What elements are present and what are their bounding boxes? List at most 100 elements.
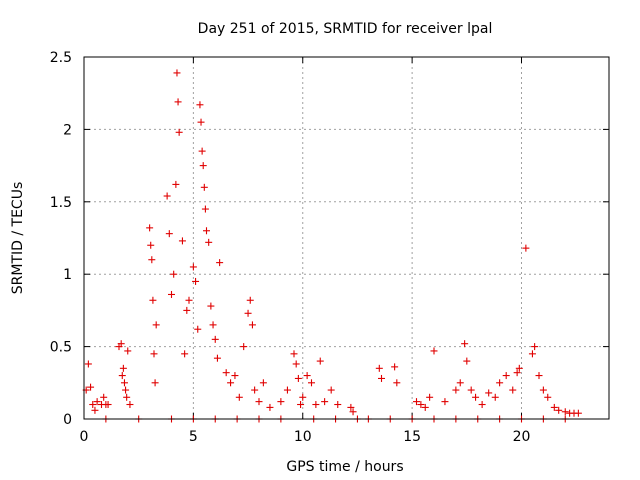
data-point: [561, 408, 569, 416]
data-point: [531, 343, 539, 351]
data-point: [555, 406, 563, 414]
data-point: [472, 393, 480, 401]
data-point: [441, 398, 449, 406]
data-point: [211, 335, 219, 343]
data-point: [391, 363, 399, 371]
data-point: [150, 350, 158, 358]
data-point: [485, 389, 493, 397]
data-point: [173, 69, 181, 77]
data-point: [87, 383, 95, 391]
data-point: [148, 256, 156, 264]
data-point: [149, 296, 157, 304]
data-point: [294, 374, 302, 382]
data-point: [222, 369, 230, 377]
data-point: [100, 393, 108, 401]
y-tick-label: 0.5: [50, 340, 72, 356]
x-tick-label: 15: [403, 429, 421, 445]
data-point: [413, 398, 420, 406]
data-point: [452, 386, 460, 394]
plot-frame: [83, 56, 610, 420]
data-point: [496, 379, 504, 387]
data-point: [147, 241, 155, 249]
x-tick-label: 0: [80, 429, 89, 445]
x-tick-label: 5: [189, 429, 198, 445]
data-point: [277, 398, 285, 406]
data-point: [550, 403, 558, 411]
data-point: [463, 357, 471, 365]
data-point: [375, 364, 383, 372]
data-point: [246, 296, 254, 304]
data-point: [426, 393, 434, 401]
data-point: [347, 403, 355, 411]
data-point: [189, 263, 197, 271]
data-point: [196, 101, 204, 109]
data-point: [393, 379, 401, 387]
y-axis-label: SRMTID / TECUs: [10, 182, 26, 295]
x-tick-label: 20: [513, 429, 531, 445]
x-tick-label: 10: [294, 429, 312, 445]
data-point: [259, 379, 267, 387]
chart-title: Day 251 of 2015, SRMTID for receiver lpa…: [198, 21, 493, 37]
data-point: [539, 386, 547, 394]
data-point: [165, 230, 173, 238]
data-point: [522, 244, 530, 252]
data-point: [181, 350, 189, 358]
data-point: [201, 205, 209, 213]
data-point: [192, 277, 200, 285]
data-point: [203, 227, 210, 235]
data-point: [198, 147, 206, 155]
data-point: [209, 321, 217, 329]
data-point: [91, 406, 99, 414]
data-point: [183, 306, 191, 314]
data-point: [152, 321, 160, 329]
data-point: [430, 347, 438, 355]
data-point: [197, 118, 205, 126]
data-point: [231, 372, 239, 380]
data-point: [151, 379, 159, 387]
grid-layer: [84, 57, 609, 419]
data-point: [126, 401, 134, 409]
data-point: [513, 369, 521, 377]
y-tick-label: 1.5: [50, 195, 72, 211]
y-tick-label: 1: [63, 267, 72, 283]
data-point: [327, 386, 335, 394]
data-point: [509, 386, 517, 394]
data-point: [461, 340, 469, 348]
data-point: [205, 238, 213, 246]
data-point: [349, 408, 357, 416]
data-point: [175, 128, 183, 136]
data-point: [292, 360, 300, 368]
data-point: [321, 398, 329, 406]
data-point: [124, 347, 132, 355]
data-point: [283, 386, 291, 394]
data-point: [290, 350, 298, 358]
y-tick-label: 2: [63, 122, 72, 138]
data-point: [163, 192, 171, 200]
data-point: [303, 372, 311, 380]
data-point: [122, 386, 130, 394]
data-point: [227, 379, 235, 387]
data-point: [297, 401, 305, 409]
data-point: [213, 354, 221, 362]
data-point: [235, 393, 243, 401]
data-point: [491, 393, 499, 401]
data-point: [502, 372, 510, 380]
data-point: [118, 372, 126, 380]
data-point: [123, 393, 131, 401]
data-point: [194, 325, 202, 333]
data-point: [528, 350, 536, 358]
data-point: [185, 296, 193, 304]
data-point: [119, 364, 127, 372]
y-tick-label: 2.5: [50, 50, 72, 66]
data-point: [421, 403, 429, 411]
data-point: [312, 401, 320, 409]
data-point: [172, 180, 180, 188]
data-point: [146, 224, 154, 232]
data-point: [168, 290, 175, 298]
points-layer: [82, 69, 582, 423]
data-point: [417, 401, 425, 409]
data-point: [378, 374, 385, 382]
x-axis-label: GPS time / hours: [286, 459, 403, 475]
data-point: [574, 409, 582, 417]
